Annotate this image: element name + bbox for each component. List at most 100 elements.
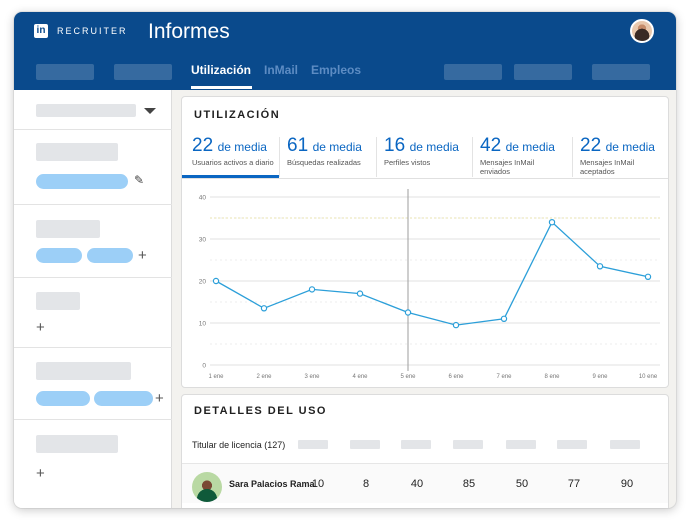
data-point xyxy=(260,305,268,312)
stat-unit: de media xyxy=(505,140,555,154)
usage-value: 40 xyxy=(410,478,424,490)
filter-label-placeholder xyxy=(36,362,131,380)
filter-pill[interactable] xyxy=(36,248,82,263)
stat-profiles-viewed[interactable]: 16 de media Perfiles vistos xyxy=(384,135,470,177)
filter-section: + xyxy=(14,420,172,508)
x-tick-label: 3 ene xyxy=(304,374,320,380)
plus-icon[interactable]: + xyxy=(36,319,45,336)
data-point xyxy=(452,321,460,329)
usage-value: 77 xyxy=(567,478,581,490)
stat-unit: de media xyxy=(312,140,362,154)
column-header-placeholder xyxy=(298,440,328,449)
y-tick-label: 30 xyxy=(199,237,207,244)
data-point xyxy=(356,290,364,297)
stat-label: Mensajes InMail enviados xyxy=(480,158,535,176)
stat-value: 42 xyxy=(480,135,502,156)
nav-placeholder xyxy=(592,64,650,80)
top-bar: in in RECRUITER Informes Utilización InM… xyxy=(14,12,676,90)
x-tick-label: 7 ene xyxy=(496,374,512,380)
column-header-placeholder xyxy=(350,440,380,449)
x-tick-label: 8 ene xyxy=(544,374,560,380)
stat-label: Usuarios activos a diario xyxy=(192,158,274,167)
user-avatar[interactable] xyxy=(630,19,654,43)
table-row[interactable]: Sara Palacios Rama 10 8 40 85 50 77 90 xyxy=(182,463,668,503)
data-point xyxy=(644,273,652,281)
plus-icon[interactable]: + xyxy=(36,465,45,482)
x-tick-label: 2 ene xyxy=(256,374,272,380)
x-tick-label: 6 ene xyxy=(448,374,464,380)
stat-inmail-accepted[interactable]: 22 de media Mensajes InMail aceptados xyxy=(580,135,666,177)
license-holder-avatar xyxy=(192,472,222,502)
plus-icon[interactable]: + xyxy=(138,247,147,264)
license-holder-header[interactable]: Titular de licencia (127) xyxy=(192,440,286,450)
active-tab-indicator xyxy=(191,86,252,89)
details-card: DETALLES DEL USO Titular de licencia (12… xyxy=(181,394,669,508)
filter-pill[interactable] xyxy=(36,391,90,406)
nav-placeholder xyxy=(114,64,172,80)
column-header-placeholder xyxy=(610,440,640,449)
usage-value: 50 xyxy=(515,478,529,490)
usage-line-chart[interactable]: 0 10 20 30 40 1 ene 2 ene 3 ene 4 ene 5 ene 6 ene 7… xyxy=(182,179,668,387)
data-point xyxy=(596,263,604,270)
stat-searches[interactable]: 61 de media Búsquedas realizadas xyxy=(287,135,373,177)
data-point xyxy=(404,309,412,316)
filter-pill[interactable] xyxy=(87,248,133,263)
column-header-placeholder xyxy=(453,440,483,449)
usage-value: 85 xyxy=(462,478,476,490)
stat-label: Mensajes InMail aceptados xyxy=(580,158,635,176)
page-title: Informes xyxy=(148,20,230,43)
x-tick-label: 9 ene xyxy=(592,374,608,380)
recruiter-logo[interactable]: in in RECRUITER xyxy=(34,24,128,38)
data-point xyxy=(212,277,220,285)
data-point xyxy=(308,286,316,293)
filter-label-placeholder xyxy=(36,292,80,310)
caret-down-icon[interactable] xyxy=(144,108,156,114)
stat-unit: de media xyxy=(409,140,459,154)
filter-section: + xyxy=(14,205,172,278)
stat-unit: de media xyxy=(217,140,267,154)
column-header-placeholder xyxy=(401,440,431,449)
y-tick-label: 0 xyxy=(202,363,206,370)
data-point xyxy=(500,315,508,322)
stat-divider xyxy=(472,137,473,177)
x-tick-label: 4 ene xyxy=(352,374,368,380)
x-tick-label: 5 ene xyxy=(400,374,416,380)
usage-value: 8 xyxy=(362,478,370,490)
filter-label-placeholder xyxy=(36,143,118,161)
x-tick-label: 10 ene xyxy=(639,374,658,380)
filter-label-placeholder xyxy=(36,435,118,453)
filter-label-placeholder xyxy=(36,220,100,238)
tab-utilizacion[interactable]: Utilización xyxy=(191,63,252,77)
report-nav: Utilización InMail Empleos xyxy=(14,60,676,90)
stat-divider xyxy=(376,137,377,177)
recruiter-window: in in RECRUITER Informes Utilización InM… xyxy=(14,12,676,508)
tab-empleos[interactable]: Empleos xyxy=(311,63,362,77)
pencil-icon[interactable]: ✎ xyxy=(134,173,145,187)
data-point xyxy=(548,219,556,226)
filter-dropdown-section xyxy=(14,90,172,130)
stat-value: 61 xyxy=(287,135,309,156)
linkedin-logo-icon: in xyxy=(34,24,48,38)
license-holder-name: Sara Palacios Rama xyxy=(229,479,315,489)
y-tick-label: 10 xyxy=(199,321,207,328)
filter-section: + xyxy=(14,348,172,420)
filter-pill[interactable] xyxy=(36,174,128,189)
usage-title: UTILIZACIÓN xyxy=(194,109,281,121)
nav-placeholder xyxy=(444,64,502,80)
stat-value: 22 xyxy=(580,135,602,156)
y-tick-label: 20 xyxy=(199,279,207,286)
usage-value: 90 xyxy=(620,478,634,490)
filter-pill[interactable] xyxy=(94,391,153,406)
y-tick-label: 40 xyxy=(199,195,207,202)
stat-daily-active-users[interactable]: 22 de media Usuarios activos a diario xyxy=(192,135,278,177)
usage-value: 10 xyxy=(311,478,325,490)
plus-icon[interactable]: + xyxy=(155,390,164,407)
stat-value: 22 xyxy=(192,135,214,156)
stat-inmail-sent[interactable]: 42 de media Mensajes InMail enviados xyxy=(480,135,566,177)
column-header-placeholder xyxy=(557,440,587,449)
stat-divider xyxy=(572,137,573,177)
usage-card: UTILIZACIÓN 22 de media Usuarios activos… xyxy=(181,96,669,388)
tab-inmail[interactable]: InMail xyxy=(264,63,299,77)
stat-value: 16 xyxy=(384,135,406,156)
filter-section: + xyxy=(14,278,172,348)
